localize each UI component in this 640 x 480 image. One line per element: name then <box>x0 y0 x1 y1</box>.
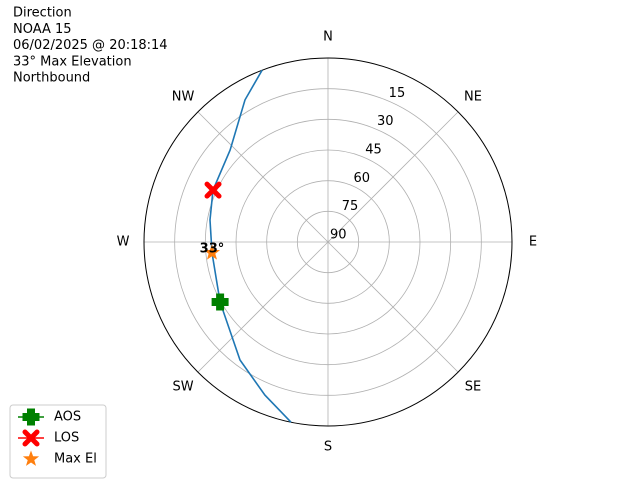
theta-tick-label: NE <box>464 90 482 105</box>
theta-tick-label: SE <box>465 379 481 394</box>
theta-tick-label: W <box>117 235 130 250</box>
r-tick-label: 15 <box>389 86 406 101</box>
ring-grid-line <box>266 180 390 304</box>
theta-tick-label: N <box>323 30 333 45</box>
ring-grid-line <box>174 88 482 396</box>
r-tick-label: 90 <box>330 228 347 243</box>
ring-grid-line <box>296 210 360 274</box>
theta-tick-label: NW <box>172 90 195 105</box>
theta-tick-label: S <box>324 440 332 455</box>
legend-marker <box>22 450 40 466</box>
marker-star <box>203 244 220 260</box>
title-line: Direction <box>13 6 72 21</box>
r-tick-label: 60 <box>353 171 370 186</box>
title-line: NOAA 15 <box>13 22 72 37</box>
r-tick-label: 30 <box>377 114 394 129</box>
annotation: 33° <box>200 241 225 256</box>
ring-grid-line <box>235 149 421 335</box>
ring-grid-line <box>204 118 452 366</box>
legend-label: AOS <box>54 410 81 425</box>
theta-tick-label: E <box>529 235 537 250</box>
legend-label: Max El <box>54 452 97 467</box>
title-line: 33° Max Elevation <box>13 54 132 69</box>
marker-x <box>204 181 222 199</box>
r-tick-label: 75 <box>342 199 359 214</box>
theta-tick-label: SW <box>172 379 193 394</box>
title-line: Northbound <box>13 71 90 86</box>
legend-marker <box>22 408 40 426</box>
marker-plus <box>211 293 229 311</box>
legend-marker <box>22 429 40 447</box>
outer-ring <box>143 57 513 427</box>
legend-label: LOS <box>54 431 79 446</box>
r-tick-label: 45 <box>365 143 382 158</box>
track-line <box>209 69 292 423</box>
title-line: 06/02/2025 @ 20:18:14 <box>13 38 168 53</box>
